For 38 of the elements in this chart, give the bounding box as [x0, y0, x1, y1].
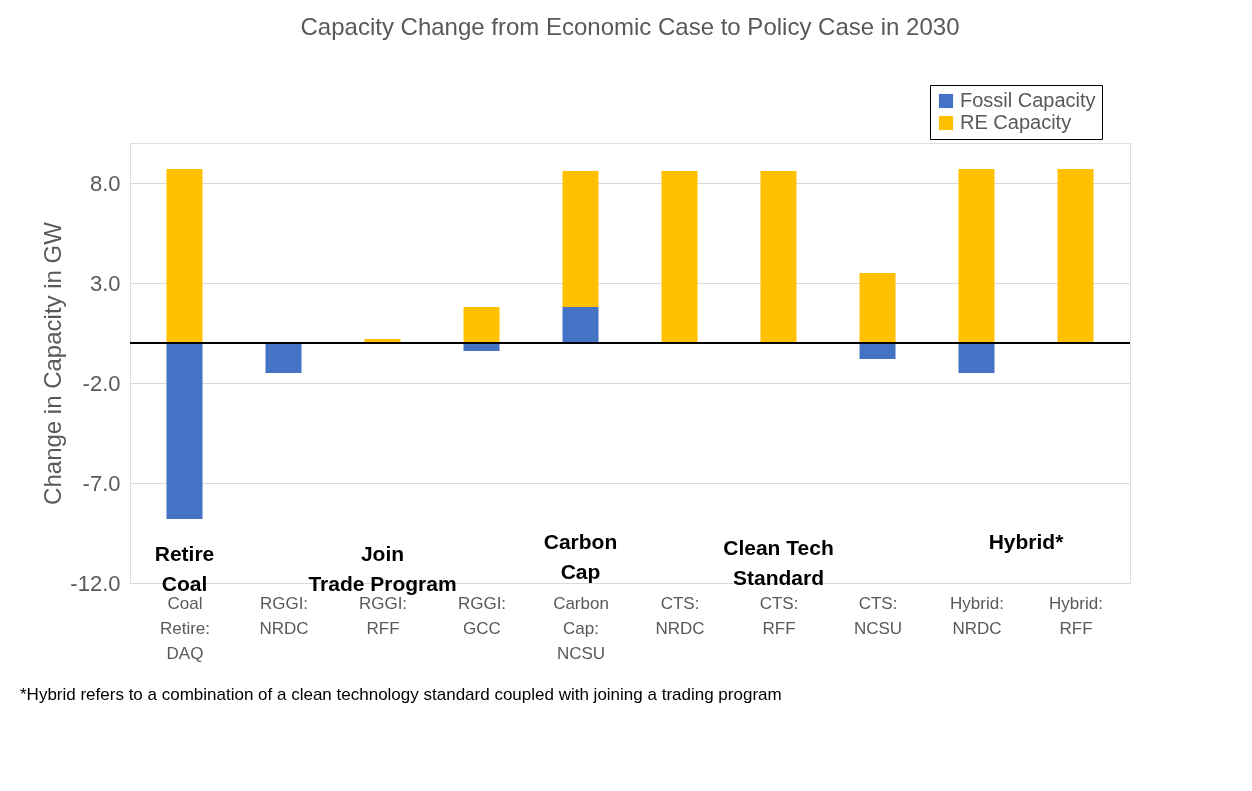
x-tick-label: Hybrid: RFF [1049, 593, 1103, 638]
y-tick-label: -2.0 [82, 370, 121, 396]
y-tick-label: 8.0 [89, 170, 121, 196]
chart-title: Capacity Change from Economic Case to Policy Case in 2030 [300, 12, 960, 40]
x-tick-label: CTS: RFF [759, 593, 799, 638]
legend-label: Fossil Capacity [960, 89, 1096, 111]
annotation: Retire Coal [154, 542, 215, 595]
bar [859, 343, 896, 359]
bar [166, 343, 203, 519]
x-tick-label: Carbon Cap: NCSU [553, 593, 609, 663]
bar [859, 273, 896, 343]
x-tick-label: RGGI: NRDC [259, 593, 309, 638]
legend-label: RE Capacity [960, 111, 1072, 133]
annotation: Hybrid* [988, 530, 1065, 553]
y-tick-label: -12.0 [70, 570, 121, 596]
x-tick-label: CTS: NRDC [655, 593, 705, 638]
y-tick-label: 3.0 [89, 270, 121, 296]
x-tick-label: Hybrid: NRDC [950, 593, 1004, 638]
annotation: Join Trade Program [308, 542, 457, 595]
x-tick-label: RGGI: GCC [457, 593, 507, 638]
annotation: Carbon Cap [543, 530, 618, 583]
y-axis-title: Change in Capacity in GW [39, 221, 67, 505]
annotation: Clean Tech Standard [723, 536, 834, 589]
bar [562, 171, 599, 307]
text: *Hybrid refers to a combination of a clean technology standard coupled with joining a trading program [20, 685, 782, 704]
x-tick-label: Coal Retire: DAQ [159, 593, 211, 663]
bar [1057, 169, 1094, 343]
bar [265, 343, 302, 373]
bar [958, 343, 995, 373]
x-tick-label: RGGI: RFF [358, 593, 408, 638]
bar [661, 171, 698, 343]
bar [166, 169, 203, 343]
bar [760, 171, 797, 343]
x-tick-label: CTS: NCSU [853, 593, 903, 638]
bar [463, 307, 500, 343]
y-tick-label: -7.0 [82, 470, 121, 496]
bar [958, 169, 995, 343]
bar [562, 307, 599, 343]
